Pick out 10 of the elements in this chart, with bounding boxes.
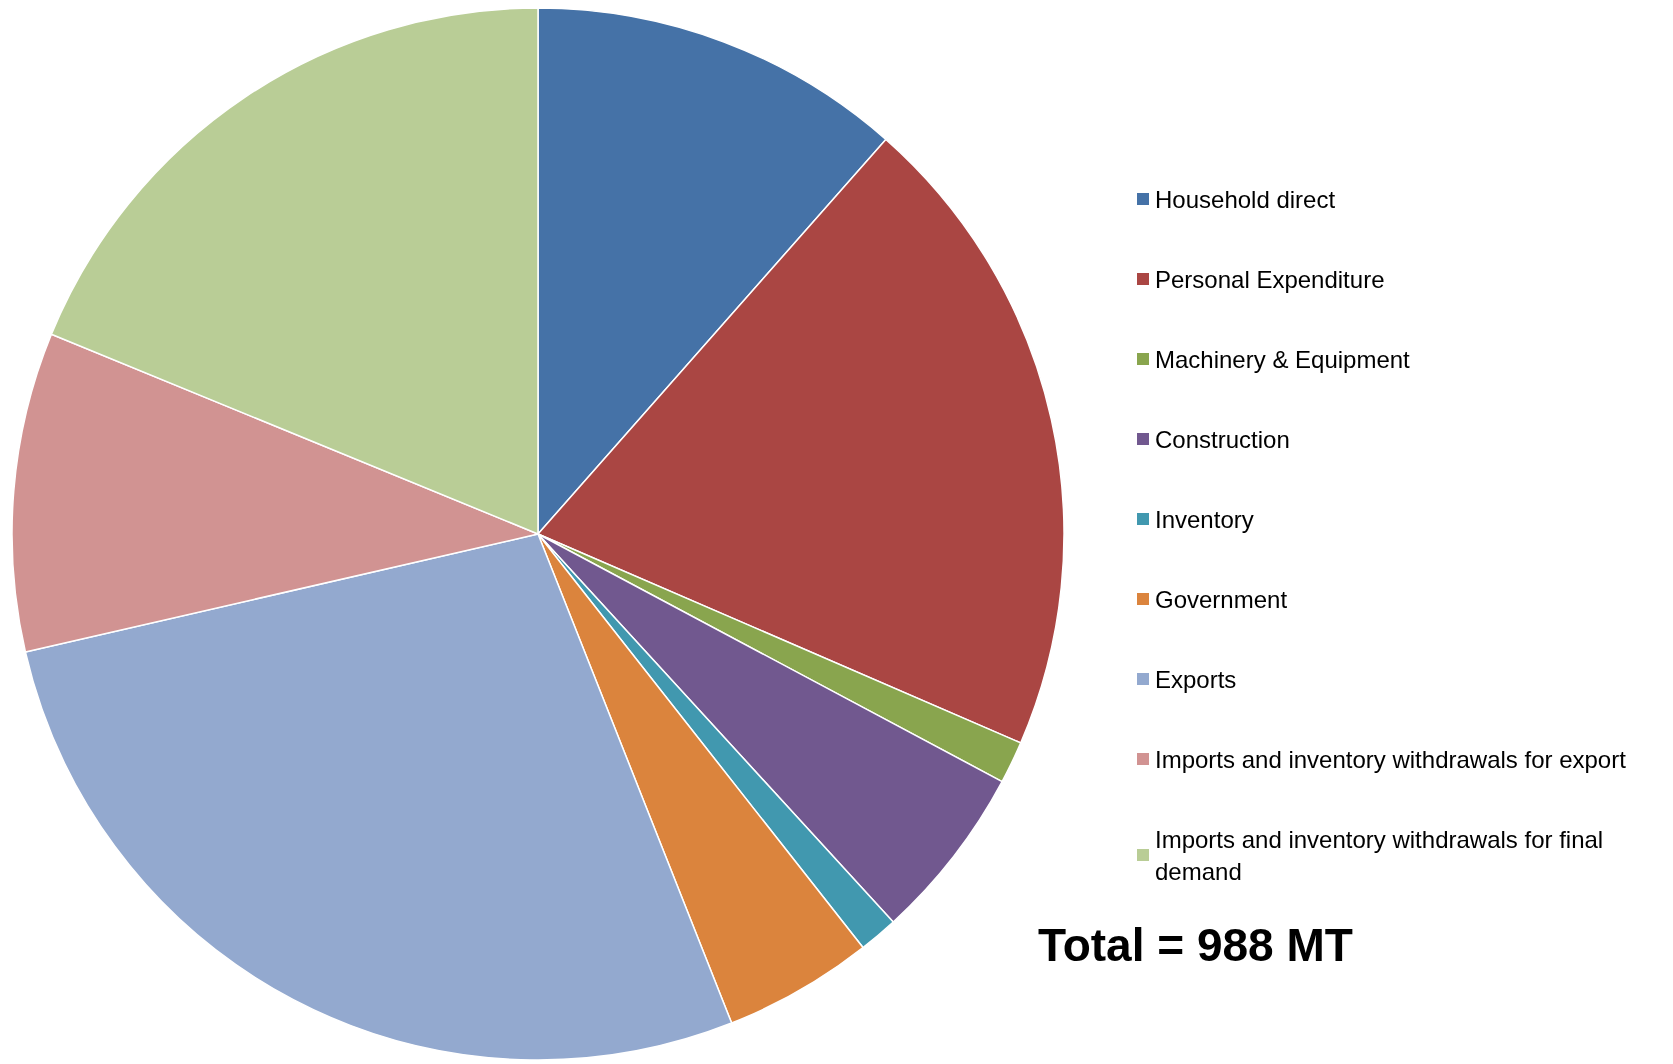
legend-label: Imports and inventory withdrawals for final demand — [1155, 825, 1610, 885]
text: Total = 988 MT — [1038, 919, 1353, 971]
legend-label: Household direct — [1155, 185, 1336, 213]
legend-label: Machinery & Equipment — [1155, 345, 1411, 373]
legend-label: Construction — [1155, 425, 1290, 453]
legend-label: Inventory — [1155, 505, 1254, 533]
legend-label: Imports and inventory withdrawals for export — [1155, 745, 1627, 773]
legend-label: Personal Expenditure — [1155, 265, 1385, 293]
legend-label: Exports — [1155, 665, 1237, 693]
legend-label: Government — [1155, 585, 1288, 613]
